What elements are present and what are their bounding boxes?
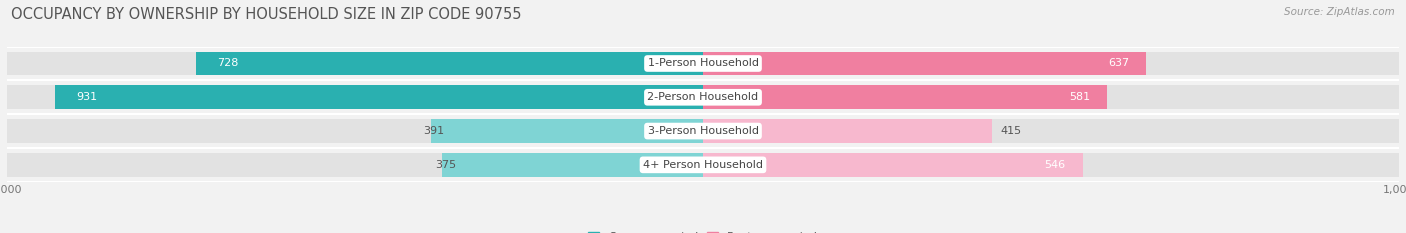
Text: 3-Person Household: 3-Person Household bbox=[648, 126, 758, 136]
Bar bbox=[703, 86, 1399, 109]
Bar bbox=[7, 119, 703, 143]
Bar bbox=[55, 86, 703, 109]
Text: 546: 546 bbox=[1045, 160, 1066, 170]
Text: 931: 931 bbox=[76, 92, 97, 102]
Bar bbox=[703, 52, 1399, 75]
Bar bbox=[703, 86, 1108, 109]
Bar bbox=[703, 153, 1399, 177]
Bar bbox=[197, 52, 703, 75]
Text: 1-Person Household: 1-Person Household bbox=[648, 58, 758, 69]
Text: 4+ Person Household: 4+ Person Household bbox=[643, 160, 763, 170]
Bar bbox=[703, 119, 991, 143]
Text: 637: 637 bbox=[1108, 58, 1129, 69]
Legend: Owner-occupied, Renter-occupied: Owner-occupied, Renter-occupied bbox=[583, 227, 823, 233]
Bar bbox=[703, 52, 1146, 75]
Text: 581: 581 bbox=[1069, 92, 1090, 102]
Bar bbox=[703, 119, 1399, 143]
Bar bbox=[7, 86, 703, 109]
Text: 728: 728 bbox=[217, 58, 239, 69]
Text: 415: 415 bbox=[1000, 126, 1021, 136]
Bar bbox=[441, 153, 703, 177]
Bar bbox=[703, 153, 1083, 177]
Text: OCCUPANCY BY OWNERSHIP BY HOUSEHOLD SIZE IN ZIP CODE 90755: OCCUPANCY BY OWNERSHIP BY HOUSEHOLD SIZE… bbox=[11, 7, 522, 22]
Text: 2-Person Household: 2-Person Household bbox=[647, 92, 759, 102]
Text: 391: 391 bbox=[423, 126, 444, 136]
Bar bbox=[430, 119, 703, 143]
Text: Source: ZipAtlas.com: Source: ZipAtlas.com bbox=[1284, 7, 1395, 17]
Text: 375: 375 bbox=[434, 160, 456, 170]
Bar bbox=[7, 153, 703, 177]
Bar bbox=[7, 52, 703, 75]
